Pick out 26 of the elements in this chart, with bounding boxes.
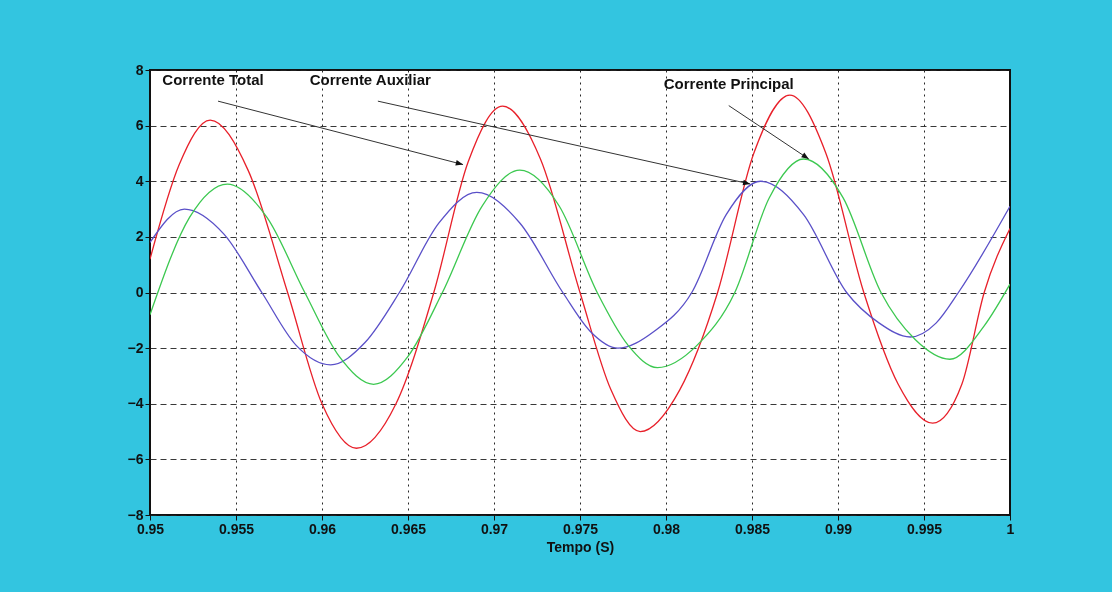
x-tick-label: 0.98 [652, 520, 681, 537]
x-tick-label: 1 [1006, 520, 1015, 537]
line-series [150, 94, 1010, 449]
x-tick-label: 0.95 [136, 520, 165, 537]
x-tick-label: 0.965 [390, 520, 427, 537]
x-tick-label: 0.97 [480, 520, 509, 537]
y-tick-label: 4 [135, 172, 144, 189]
annotation: Corrente Total [162, 70, 264, 88]
x-tick-label: 0.96 [308, 520, 337, 537]
annotation: Corrente Principal [663, 75, 794, 93]
x-tick-label: 0.975 [562, 520, 599, 537]
y-tick-label: −4 [127, 395, 144, 412]
annotation: Corrente Auxiliar [309, 70, 432, 88]
x-tick-label: 0.99 [824, 520, 853, 537]
x-axis-title: Tempo (S) [546, 538, 615, 555]
y-tick-label: −6 [127, 450, 144, 467]
line-series [150, 180, 1010, 366]
y-tick-label: 2 [135, 228, 144, 245]
y-tick-label: 8 [135, 61, 144, 78]
y-tick-label: 0 [135, 284, 144, 300]
y-tick-label: −8 [127, 506, 144, 523]
x-tick-label: 0.995 [906, 520, 943, 537]
x-tick-label: 0.955 [218, 520, 255, 537]
y-tick-label: −2 [127, 339, 144, 356]
x-tick-label: 0.985 [734, 520, 771, 537]
y-tick-label: 6 [135, 117, 144, 134]
